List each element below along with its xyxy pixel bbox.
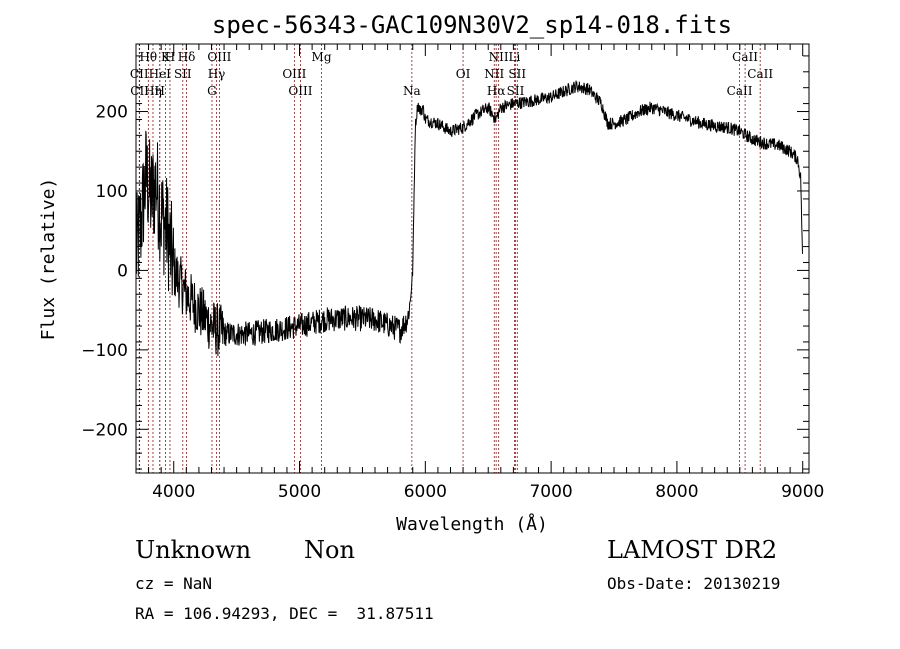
object-class: Unknown — [135, 536, 252, 564]
spectral-line-label: H — [155, 84, 165, 98]
spectral-line-label: NII — [489, 50, 509, 64]
spectral-line-label: Mg — [312, 50, 332, 64]
spectral-line-label: Hη — [144, 84, 162, 98]
spectral-line-label: CaII — [747, 67, 773, 81]
object-subclass: Non — [304, 536, 355, 564]
y-tick-label: 0 — [117, 261, 128, 281]
spectral-line-label: Hδ — [178, 50, 196, 64]
spectral-line-label: Li — [508, 50, 520, 64]
plot-frame — [135, 43, 810, 474]
x-tick-label: 4000 — [152, 482, 195, 502]
spectral-line-label: OIII — [282, 67, 306, 81]
spectral-line-label: OI — [456, 67, 471, 81]
spectrum-line — [135, 80, 803, 357]
spectral-line-label: CII — [130, 67, 149, 81]
y-axis-title: Flux (relative) — [38, 178, 59, 341]
spectral-line-label: NII — [484, 67, 504, 81]
x-tick-label: 8000 — [655, 482, 698, 502]
spectral-line-label: Na — [403, 84, 421, 98]
x-tick-label: 5000 — [278, 482, 321, 502]
spectral-line-label: OIII — [207, 50, 231, 64]
y-tick-label: 100 — [96, 182, 128, 202]
spectral-line-label: CaII — [732, 50, 758, 64]
spectral-line-markers — [138, 44, 761, 473]
spectral-line-label: OIII — [288, 84, 312, 98]
redshift-value: cz = NaN — [135, 574, 213, 593]
spectral-line-label: CII — [130, 84, 149, 98]
y-tick-label: −200 — [81, 420, 128, 440]
observation-date: Obs-Date: 20130219 — [607, 574, 781, 593]
y-tick-label: 200 — [96, 103, 128, 123]
spectral-line-label: SII — [174, 67, 192, 81]
y-tick-label: −100 — [81, 341, 128, 361]
spectral-line-label: HeI — [149, 67, 172, 81]
chart-title: spec-56343-GAC109N30V2_sp14-018.fits — [212, 11, 732, 39]
x-axis-title: Wavelength (Å) — [396, 513, 548, 535]
spectral-line-label: K — [161, 50, 171, 64]
spectral-line-label: Hα — [487, 84, 506, 98]
spectral-line-label: G — [207, 84, 217, 98]
spectral-line-label: Hθ — [139, 50, 157, 64]
survey-name: LAMOST DR2 — [607, 536, 778, 564]
x-tick-label: 7000 — [529, 482, 572, 502]
spectral-line-label: CaII — [727, 84, 753, 98]
spectral-line-label: SII — [507, 84, 525, 98]
axis-ticks: 4000 5000 6000 7000 8000 9000 −200 −100 0 100 200 — [81, 44, 824, 502]
spectral-line-label: H — [165, 50, 175, 64]
spectral-line-label: SII — [508, 67, 526, 81]
spectral-line-label: Hγ — [208, 67, 226, 81]
sky-coordinates: RA = 106.94293, DEC = 31.87511 — [135, 604, 434, 623]
x-tick-label: 9000 — [781, 482, 824, 502]
x-tick-label: 6000 — [404, 482, 447, 502]
